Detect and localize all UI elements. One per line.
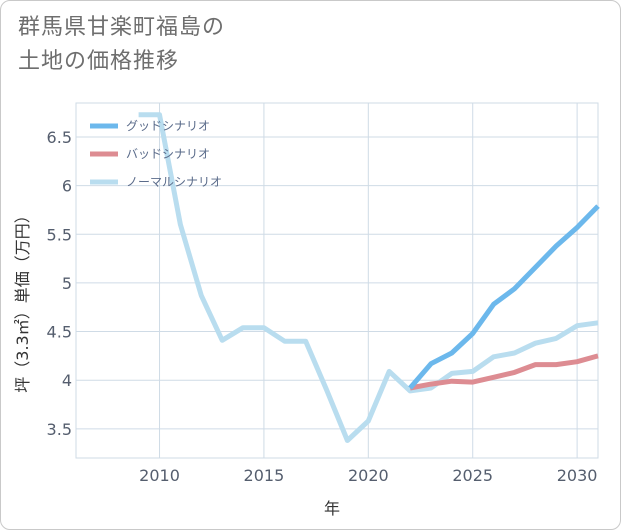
x-tick-label: 2015	[244, 466, 285, 485]
y-tick-label: 5.5	[47, 225, 72, 244]
legend-label: グッドシナリオ	[126, 119, 210, 133]
y-tick-labels: 3.5 4 4.5 5 5.5 6 6.5	[47, 128, 72, 439]
series-line-2	[138, 112, 599, 443]
y-tick-label: 3.5	[47, 420, 72, 439]
x-tick-label: 2010	[139, 466, 180, 485]
y-tick-label: 6.5	[47, 128, 72, 147]
y-tick-label: 6	[62, 177, 72, 196]
x-tick-label: 2030	[557, 466, 598, 485]
series-line-1	[409, 353, 599, 391]
legend-label: ノーマルシナリオ	[126, 175, 222, 189]
y-tick-label: 5	[62, 274, 72, 293]
plot-area	[75, 102, 599, 459]
series-line-0	[408, 204, 600, 390]
chart-title: 群馬県甘楽町福島の 土地の価格推移	[18, 15, 226, 74]
series-lines	[138, 112, 600, 443]
y-tick-label: 4.5	[47, 323, 72, 342]
x-tick-label: 2025	[452, 466, 493, 485]
x-tick-label: 2020	[348, 466, 389, 485]
x-axis-label: 年	[324, 499, 340, 518]
legend-label: バッドシナリオ	[126, 147, 210, 161]
y-tick-label: 4	[62, 371, 72, 390]
x-tick-labels: 2010 2015 2020 2025 2030	[139, 466, 597, 485]
y-axis-label: 坪（3.3㎡）単価（万円）	[13, 207, 32, 392]
